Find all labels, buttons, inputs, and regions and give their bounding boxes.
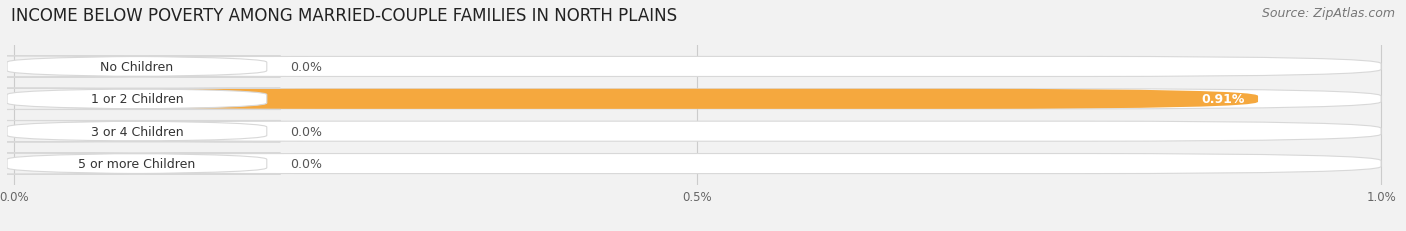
Text: Source: ZipAtlas.com: Source: ZipAtlas.com	[1261, 7, 1395, 20]
FancyBboxPatch shape	[0, 153, 280, 174]
Text: 3 or 4 Children: 3 or 4 Children	[90, 125, 183, 138]
FancyBboxPatch shape	[14, 89, 1381, 109]
FancyBboxPatch shape	[0, 57, 280, 78]
Text: INCOME BELOW POVERTY AMONG MARRIED-COUPLE FAMILIES IN NORTH PLAINS: INCOME BELOW POVERTY AMONG MARRIED-COUPL…	[11, 7, 678, 25]
Text: 0.91%: 0.91%	[1201, 93, 1244, 106]
FancyBboxPatch shape	[0, 89, 280, 110]
FancyBboxPatch shape	[14, 122, 1381, 142]
Text: 0.0%: 0.0%	[290, 125, 322, 138]
Text: 0.0%: 0.0%	[290, 157, 322, 170]
FancyBboxPatch shape	[0, 121, 280, 142]
Text: 5 or more Children: 5 or more Children	[79, 157, 195, 170]
Text: 0.0%: 0.0%	[290, 61, 322, 74]
FancyBboxPatch shape	[14, 89, 1258, 109]
Text: 1 or 2 Children: 1 or 2 Children	[90, 93, 183, 106]
FancyBboxPatch shape	[14, 154, 1381, 174]
FancyBboxPatch shape	[14, 57, 1381, 77]
Text: No Children: No Children	[100, 61, 173, 74]
